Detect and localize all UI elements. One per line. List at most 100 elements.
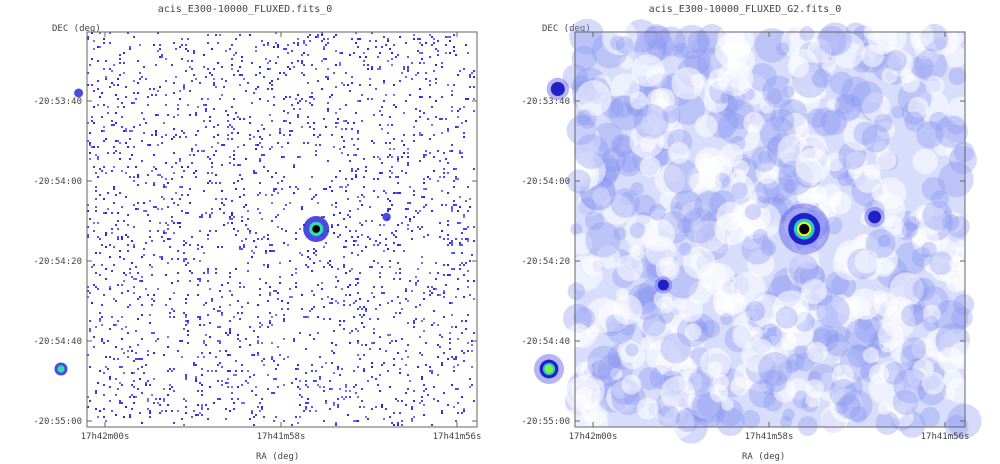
event-pixel [125, 86, 127, 88]
event-pixel [171, 138, 173, 140]
event-pixel [439, 236, 441, 238]
event-pixel [149, 236, 151, 238]
event-pixel [165, 58, 167, 60]
event-pixel [347, 84, 349, 86]
event-pixel [435, 82, 437, 84]
event-pixel [305, 316, 307, 318]
event-pixel [459, 244, 461, 246]
event-pixel [87, 236, 89, 238]
event-pixel [119, 54, 121, 56]
event-pixel [263, 154, 265, 156]
event-pixel [421, 262, 423, 264]
event-pixel [299, 228, 301, 230]
event-pixel [389, 48, 391, 50]
noise-blob [949, 256, 964, 271]
event-pixel [359, 100, 361, 102]
event-pixel [397, 352, 399, 354]
noise-blob [932, 299, 969, 336]
noise-blob [759, 99, 774, 114]
event-pixel [437, 272, 439, 274]
noise-blob [912, 148, 938, 175]
event-pixel [249, 376, 251, 378]
event-pixel [297, 156, 299, 158]
event-pixel [371, 292, 373, 294]
event-pixel [225, 382, 227, 384]
noise-blob [717, 60, 754, 97]
event-pixel [283, 242, 285, 244]
event-pixel [285, 120, 287, 122]
event-pixel [315, 370, 317, 372]
event-pixel [109, 400, 111, 402]
noise-blob [909, 211, 922, 224]
event-pixel [469, 86, 471, 88]
event-pixel [313, 380, 315, 382]
event-pixel [233, 408, 235, 410]
noise-blob [716, 279, 735, 297]
event-pixel [109, 356, 111, 358]
event-pixel [117, 284, 119, 286]
event-pixel [329, 302, 331, 304]
event-pixel [405, 288, 407, 290]
event-pixel [363, 326, 365, 328]
event-pixel [229, 124, 231, 126]
event-pixel [97, 46, 99, 48]
event-pixel [267, 44, 269, 46]
event-pixel [127, 236, 129, 238]
event-pixel [361, 308, 363, 310]
event-pixel [351, 170, 353, 172]
event-pixel [179, 226, 181, 228]
event-pixel [215, 356, 217, 358]
event-pixel [259, 294, 261, 296]
event-pixel [325, 58, 327, 60]
event-pixel [451, 302, 453, 304]
event-pixel [99, 318, 101, 320]
event-pixel [233, 158, 235, 160]
event-pixel [291, 382, 293, 384]
event-pixel [149, 200, 151, 202]
event-pixel [153, 294, 155, 296]
event-pixel [113, 188, 115, 190]
event-pixel [337, 268, 339, 270]
event-pixel [221, 284, 223, 286]
event-pixel [193, 364, 195, 366]
event-pixel [259, 410, 261, 412]
event-pixel [355, 112, 357, 114]
event-pixel [401, 222, 403, 224]
event-pixel [129, 138, 131, 140]
noise-blob [948, 67, 967, 85]
event-pixel [159, 256, 161, 258]
event-pixel [327, 78, 329, 80]
event-pixel [419, 402, 421, 404]
event-pixel [177, 114, 179, 116]
event-pixel [87, 234, 89, 236]
event-pixel [123, 130, 125, 132]
event-pixel [331, 190, 333, 192]
event-pixel [451, 326, 453, 328]
event-pixel [309, 188, 311, 190]
event-pixel [225, 80, 227, 82]
event-pixel [399, 36, 401, 38]
event-pixel [379, 390, 381, 392]
event-pixel [393, 242, 395, 244]
event-pixel [407, 224, 409, 226]
event-pixel [389, 170, 391, 172]
event-pixel [307, 116, 309, 118]
event-pixel [293, 340, 295, 342]
event-pixel [385, 350, 387, 352]
event-pixel [379, 172, 381, 174]
event-pixel [275, 368, 277, 370]
event-pixel [113, 124, 115, 126]
event-pixel [89, 328, 91, 330]
event-pixel [111, 270, 113, 272]
event-pixel [277, 292, 279, 294]
event-pixel [113, 166, 115, 168]
event-pixel [117, 358, 119, 360]
event-pixel [109, 68, 111, 70]
noise-blob [784, 179, 798, 193]
event-pixel [295, 268, 297, 270]
event-pixel [189, 66, 191, 68]
event-pixel [341, 368, 343, 370]
event-pixel [325, 44, 327, 46]
event-pixel [121, 292, 123, 294]
event-pixel [267, 264, 269, 266]
